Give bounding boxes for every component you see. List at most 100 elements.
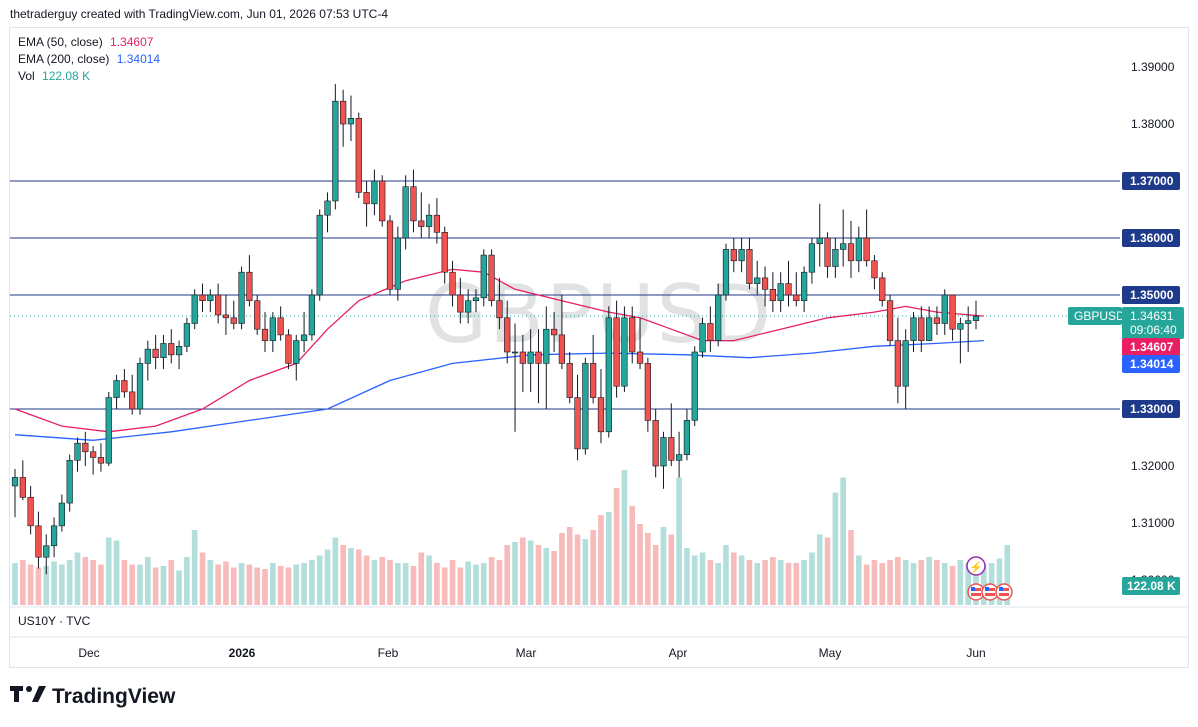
candle[interactable] [894, 340, 901, 387]
candle[interactable] [660, 437, 667, 467]
candle[interactable] [761, 277, 769, 290]
legend-ema50[interactable]: EMA (50, close) 1.34607 [18, 34, 160, 51]
candle[interactable] [793, 294, 800, 301]
candle[interactable] [191, 294, 198, 324]
candle[interactable] [402, 186, 409, 239]
candle[interactable] [175, 345, 183, 356]
candle[interactable] [699, 323, 706, 353]
candle[interactable] [410, 186, 417, 222]
candle[interactable] [441, 232, 448, 273]
candle[interactable] [746, 249, 753, 284]
candle[interactable] [43, 545, 50, 558]
candle[interactable] [457, 294, 464, 313]
candle[interactable] [425, 214, 433, 227]
legend-ema200[interactable]: EMA (200, close) 1.34014 [18, 51, 160, 68]
candle[interactable] [652, 420, 659, 467]
candle[interactable] [90, 451, 97, 458]
candle[interactable] [332, 100, 339, 202]
candle[interactable] [918, 317, 925, 341]
candle[interactable] [785, 283, 792, 296]
last-price-tag[interactable] [1122, 307, 1184, 340]
candle[interactable] [590, 363, 597, 398]
candle[interactable] [488, 254, 495, 302]
candle[interactable] [957, 323, 964, 330]
ema50-price-tag[interactable] [1122, 338, 1180, 356]
candle[interactable] [722, 249, 730, 296]
candle[interactable] [50, 525, 58, 547]
candle[interactable] [394, 237, 401, 290]
candle[interactable] [707, 323, 714, 341]
candle[interactable] [730, 249, 737, 262]
candle[interactable] [183, 323, 190, 347]
candle[interactable] [550, 328, 558, 336]
candle[interactable] [269, 317, 276, 341]
candle[interactable] [379, 180, 386, 222]
candle[interactable] [949, 294, 956, 330]
candle[interactable] [535, 351, 542, 364]
candle[interactable] [543, 328, 550, 364]
candle[interactable] [121, 380, 128, 393]
candle[interactable] [933, 317, 941, 324]
candle[interactable] [355, 118, 362, 193]
candle[interactable] [886, 300, 894, 341]
ema50-line[interactable] [14, 268, 984, 433]
candle[interactable] [613, 317, 620, 387]
candle[interactable] [636, 351, 644, 364]
candle[interactable] [965, 320, 972, 324]
candle[interactable] [300, 334, 308, 341]
candle[interactable] [207, 294, 214, 301]
candle[interactable] [777, 283, 784, 302]
candle[interactable] [683, 420, 691, 455]
candle[interactable] [27, 497, 34, 527]
tradingview-watermark[interactable]: TradingView [10, 684, 175, 709]
candle[interactable] [855, 237, 862, 262]
candle[interactable] [824, 237, 831, 267]
candle[interactable] [675, 454, 683, 461]
candle[interactable] [11, 477, 19, 487]
candle[interactable] [715, 294, 722, 341]
candle[interactable] [527, 351, 534, 364]
level-price-tag[interactable] [1122, 400, 1180, 418]
candle[interactable] [144, 348, 151, 364]
candle[interactable] [504, 317, 511, 353]
ema200-price-tag[interactable] [1122, 355, 1180, 373]
candle[interactable] [308, 294, 316, 336]
candle[interactable] [371, 180, 378, 205]
candle[interactable] [879, 277, 886, 301]
candle[interactable] [222, 314, 230, 319]
candle[interactable] [246, 271, 253, 302]
candle[interactable] [832, 249, 839, 267]
candle[interactable] [136, 363, 144, 410]
candle[interactable] [472, 297, 480, 302]
level-price-tag[interactable] [1122, 286, 1180, 304]
candle[interactable] [863, 237, 870, 262]
candle[interactable] [465, 300, 472, 313]
candle[interactable] [160, 343, 167, 359]
candle[interactable] [574, 397, 581, 450]
level-price-tag[interactable] [1122, 172, 1180, 190]
candle[interactable] [558, 334, 566, 364]
candle[interactable] [566, 363, 573, 398]
candle[interactable] [871, 260, 878, 279]
candle[interactable] [816, 237, 823, 244]
candle[interactable] [386, 220, 394, 290]
candle[interactable] [847, 243, 855, 262]
legend-volume[interactable]: Vol 122.08 K [18, 68, 160, 85]
candle[interactable] [480, 254, 487, 299]
volume-price-tag[interactable] [1122, 577, 1180, 595]
candle[interactable] [215, 294, 222, 316]
candle[interactable] [113, 380, 120, 398]
candle[interactable] [910, 317, 917, 341]
candle[interactable] [926, 317, 933, 341]
candle[interactable] [418, 220, 425, 227]
lightning-event-icon[interactable] [966, 556, 986, 576]
subpane-label[interactable]: US10Y · TVC [18, 614, 91, 628]
candle[interactable] [324, 200, 331, 216]
candle[interactable] [293, 340, 300, 364]
candle[interactable] [629, 317, 636, 353]
ema200-line[interactable] [14, 339, 984, 441]
candle[interactable] [316, 214, 323, 296]
candle[interactable] [261, 328, 269, 341]
candle[interactable] [941, 294, 948, 324]
